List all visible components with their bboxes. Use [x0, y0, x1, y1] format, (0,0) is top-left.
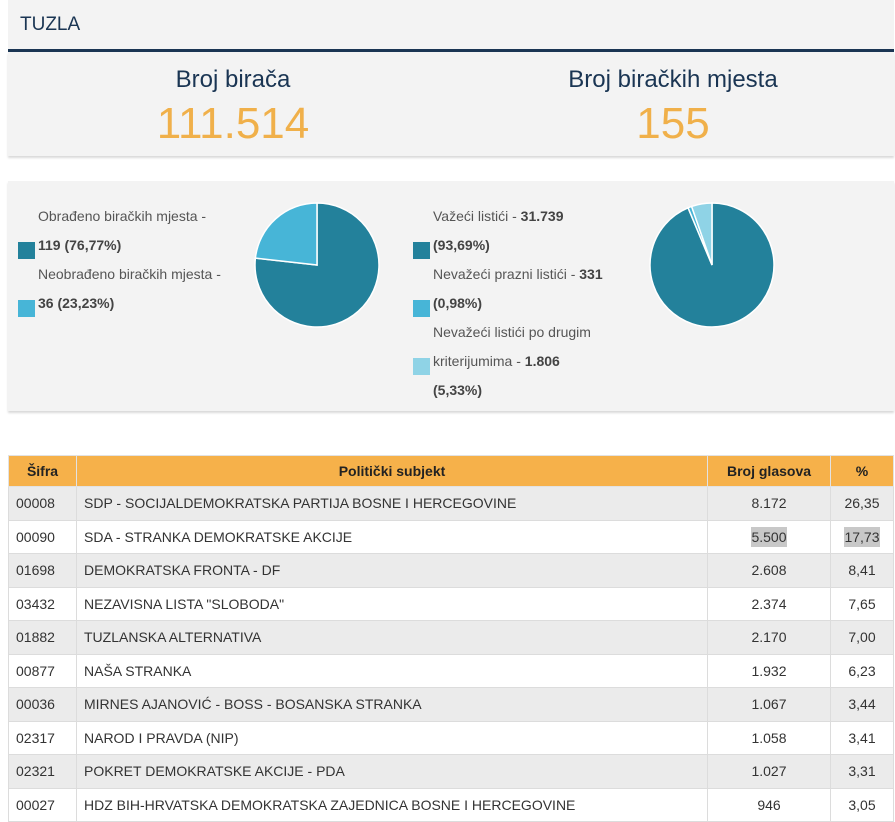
cell-code: 00090	[8, 519, 77, 554]
cell-votes: 1.027	[707, 754, 831, 789]
processed-legend: Obrađeno biračkih mjesta - 119 (76,77%) …	[18, 202, 238, 318]
legend-label: Obrađeno biračkih mjesta -	[38, 208, 207, 224]
legend-item-valid: Važeći listići - 31.739 (93,69%)	[413, 202, 643, 260]
results-table: Šifra Politički subjekt Broj glasova % 0…	[8, 455, 894, 822]
voters-value: 111.514	[156, 99, 310, 148]
cell-votes: 2.608	[707, 553, 831, 588]
cell-code: 01698	[8, 553, 77, 588]
cell-code: 03432	[8, 586, 77, 621]
cell-percent: 3,41	[830, 720, 894, 755]
ballots-pie-chart	[649, 202, 775, 328]
cell-percent: 3,44	[830, 687, 894, 722]
header-bar: TUZLA	[8, 0, 894, 52]
cell-subject: TUZLANSKA ALTERNATIVA	[76, 620, 708, 655]
legend-label: Važeći listići -	[433, 208, 521, 224]
voters-label: Broj birača	[175, 66, 291, 93]
table-row[interactable]: 02317 NAROD I PRAVDA (NIP) 1.058 3,41	[8, 720, 894, 755]
cell-code: 01882	[8, 620, 77, 655]
voters-stat: Broj birača 111.514	[23, 66, 443, 148]
cell-votes-highlight: 5.500	[751, 526, 787, 547]
column-header-code[interactable]: Šifra	[8, 455, 77, 487]
ballots-pie-slice-2	[690, 202, 713, 266]
page-title: TUZLA	[20, 14, 81, 35]
cell-votes: 2.170	[707, 620, 831, 655]
cell-code: 00027	[8, 787, 77, 822]
cell-percent: 26,35	[830, 486, 894, 521]
table-row[interactable]: 00090 SDA - STRANKA DEMOKRATSKE AKCIJE 5.5…	[8, 519, 894, 554]
legend-label: Neobrađeno biračkih mjesta -	[38, 266, 221, 282]
stations-label: Broj biračkih mjesta	[568, 66, 778, 93]
cell-subject: NAROD I PRAVDA (NIP)	[76, 720, 708, 755]
cell-subject: HDZ BIH-HRVATSKA DEMOKRATSKA ZAJEDNICA B…	[76, 787, 708, 822]
stations-stat: Broj biračkih mjesta 155	[463, 66, 883, 148]
cell-percent: 3,05	[830, 787, 894, 822]
cell-subject: DEMOKRATSKA FRONTA - DF	[76, 553, 708, 588]
stations-value: 155	[636, 99, 710, 148]
cell-subject: SDP - SOCIJALDEMOKRATSKA PARTIJA BOSNE I…	[76, 486, 708, 521]
legend-item-unprocessed: Neobrađeno biračkih mjesta - 36 (23,23%)	[18, 260, 238, 318]
cell-votes: 5.500	[707, 519, 831, 554]
cell-votes: 8.172	[707, 486, 831, 521]
cell-code: 02317	[8, 720, 77, 755]
table-row[interactable]: 00036 MIRNES AJANOVIĆ - BOSS - BOSANSKA S…	[8, 687, 894, 722]
column-header-votes[interactable]: Broj glasova	[707, 455, 831, 487]
processed-pie-slice-1	[254, 202, 318, 266]
legend-pct: (93,69%)	[433, 237, 490, 253]
cell-votes: 2.374	[707, 586, 831, 621]
column-header-subject[interactable]: Politički subjekt	[76, 455, 708, 487]
legend-item-other-invalid: Nevažeći listići po drugim kriterijumima…	[413, 318, 643, 405]
cell-percent: 7,65	[830, 586, 894, 621]
legend-value: 331	[579, 266, 603, 282]
cell-subject: NEZAVISNA LISTA "SLOBODA"	[76, 586, 708, 621]
cell-votes: 1.067	[707, 687, 831, 722]
cell-subject: MIRNES AJANOVIĆ - BOSS - BOSANSKA STRANK…	[76, 687, 708, 722]
cell-code: 00877	[8, 653, 77, 688]
unprocessed-swatch	[18, 300, 35, 317]
cell-votes: 946	[707, 787, 831, 822]
cell-code: 00036	[8, 687, 77, 722]
ballots-legend: Važeći listići - 31.739 (93,69%) Nevažeć…	[413, 202, 643, 405]
processed-pie-chart	[254, 202, 380, 328]
processed-swatch	[18, 242, 35, 259]
cell-votes: 1.932	[707, 653, 831, 688]
cell-code: 00008	[8, 486, 77, 521]
legend-value: 31.739	[520, 208, 564, 224]
legend-value: 119 (76,77%)	[38, 237, 122, 253]
stats-panel: Broj birača 111.514 Broj biračkih mjesta…	[8, 52, 894, 156]
cell-percent: 17,73	[830, 519, 894, 554]
cell-subject: NAŠA STRANKA	[76, 653, 708, 688]
valid-swatch	[413, 242, 430, 259]
cell-subject: POKRET DEMOKRATSKE AKCIJE - PDA	[76, 754, 708, 789]
cell-percent: 7,00	[830, 620, 894, 655]
legend-pct: (5,33%)	[433, 382, 483, 398]
legend-item-blank: Nevažeći prazni listići - 331 (0,98%)	[413, 260, 643, 318]
table-row[interactable]: 02321 POKRET DEMOKRATSKE AKCIJE - PDA 1.02…	[8, 754, 894, 789]
legend-value: 1.806	[524, 353, 560, 369]
legend-label-line1: Nevažeći listići po drugim	[433, 324, 591, 340]
legend-value: 36 (23,23%)	[38, 295, 115, 311]
column-header-percent[interactable]: %	[830, 455, 894, 487]
legend-item-processed: Obrađeno biračkih mjesta - 119 (76,77%)	[18, 202, 238, 260]
charts-panel: Obrađeno biračkih mjesta - 119 (76,77%) …	[8, 181, 894, 411]
table-row[interactable]: 03432 NEZAVISNA LISTA "SLOBODA" 2.374 7,65	[8, 586, 894, 621]
table-row[interactable]: 01698 DEMOKRATSKA FRONTA - DF 2.608 8,41	[8, 553, 894, 588]
cell-percent: 8,41	[830, 553, 894, 588]
cell-subject: SDA - STRANKA DEMOKRATSKE AKCIJE	[76, 519, 708, 554]
legend-label-line2: kriterijumima -	[433, 353, 525, 369]
legend-pct: (0,98%)	[433, 295, 483, 311]
table-header-row: Šifra Politički subjekt Broj glasova %	[8, 455, 894, 487]
table-row[interactable]: 00008 SDP - SOCIJALDEMOKRATSKA PARTIJA BO…	[8, 486, 894, 521]
other-invalid-swatch	[413, 358, 430, 375]
cell-votes: 1.058	[707, 720, 831, 755]
cell-code: 02321	[8, 754, 77, 789]
cell-percent: 3,31	[830, 754, 894, 789]
blank-swatch	[413, 300, 430, 317]
table-row[interactable]: 01882 TUZLANSKA ALTERNATIVA 2.170 7,00	[8, 620, 894, 655]
legend-label: Nevažeći prazni listići -	[433, 266, 580, 282]
table-row[interactable]: 00877 NAŠA STRANKA 1.932 6,23	[8, 653, 894, 688]
cell-percent-highlight: 17,73	[844, 526, 880, 547]
cell-percent: 6,23	[830, 653, 894, 688]
table-row[interactable]: 00027 HDZ BIH-HRVATSKA DEMOKRATSKA ZAJEDN…	[8, 787, 894, 822]
